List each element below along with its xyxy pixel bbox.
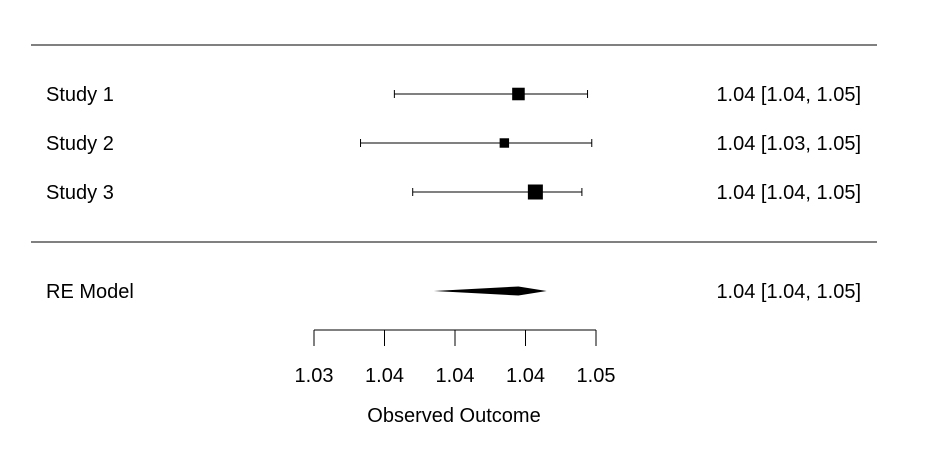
x-tick-label: 1.04 (506, 365, 545, 387)
summary-row: RE Model 1.04 [1.04, 1.05] (46, 281, 861, 303)
x-tick-label: 1.03 (295, 365, 334, 387)
x-axis-label: Observed Outcome (367, 405, 540, 427)
x-tick-label: 1.04 (365, 365, 404, 387)
summary-diamond (433, 286, 547, 296)
summary-ci-text: 1.04 [1.04, 1.05] (716, 281, 861, 303)
study-row: Study 3 1.04 [1.04, 1.05] (46, 182, 861, 204)
study-label: Study 2 (46, 133, 114, 155)
study-rows: Study 1 1.04 [1.04, 1.05] Study 2 1.04 [1.0… (46, 84, 861, 204)
ci-text: 1.04 [1.04, 1.05] (716, 182, 861, 204)
study-label: Study 1 (46, 84, 114, 106)
x-tick-label: 1.05 (577, 365, 616, 387)
study-row: Study 1 1.04 [1.04, 1.05] (46, 84, 861, 106)
point-estimate-marker (499, 138, 510, 148)
ci-text: 1.04 [1.03, 1.05] (716, 133, 861, 155)
x-axis: 1.03 1.04 1.04 1.04 1.05 (295, 329, 616, 387)
x-tick-label: 1.04 (436, 365, 475, 387)
point-estimate-marker (527, 184, 543, 200)
point-estimate-marker (512, 87, 525, 101)
study-label: Study 3 (46, 182, 114, 204)
study-row: Study 2 1.04 [1.03, 1.05] (46, 133, 861, 155)
summary-label: RE Model (46, 281, 134, 303)
ci-text: 1.04 [1.04, 1.05] (716, 84, 861, 106)
